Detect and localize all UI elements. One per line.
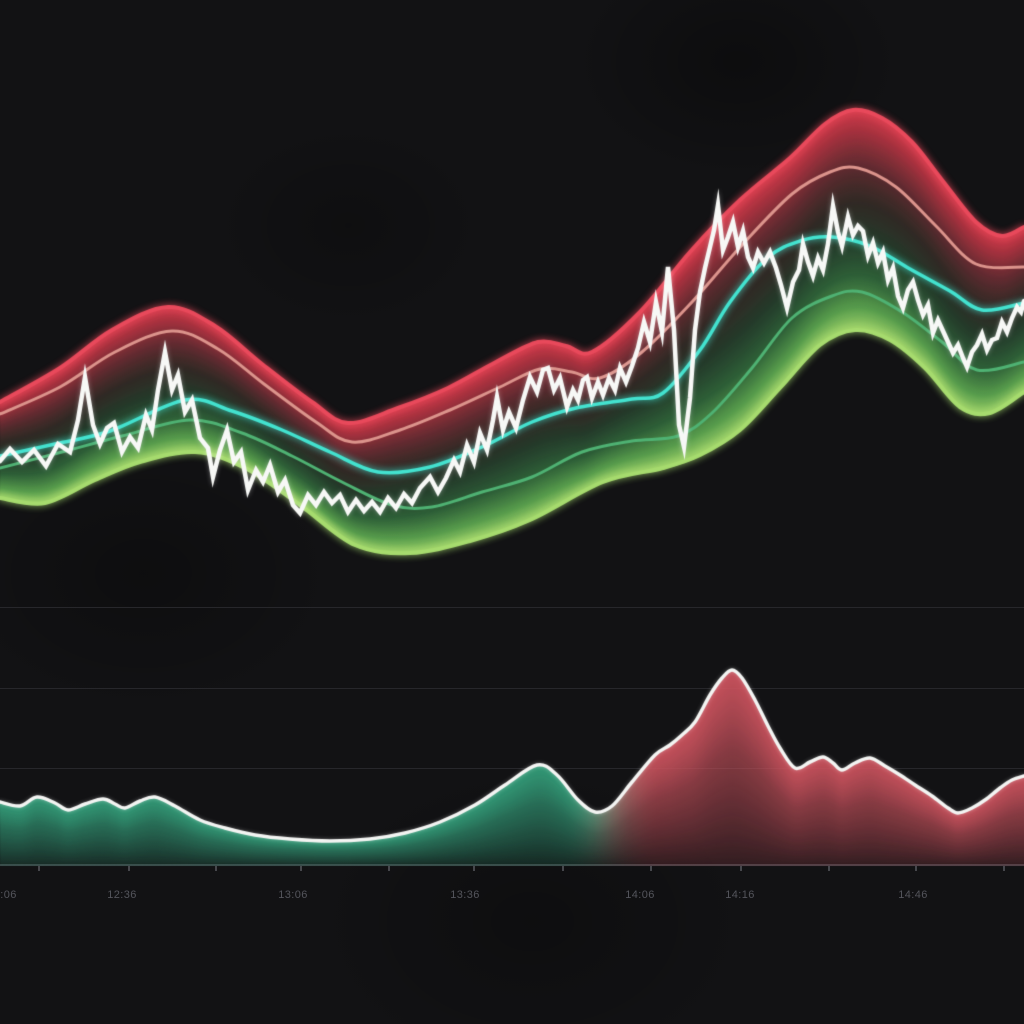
price-chart-canvas: [0, 0, 1024, 1024]
trading-chart-stage: 12:0612:3613:0613:3614:0614:1614:46: [0, 0, 1024, 1024]
